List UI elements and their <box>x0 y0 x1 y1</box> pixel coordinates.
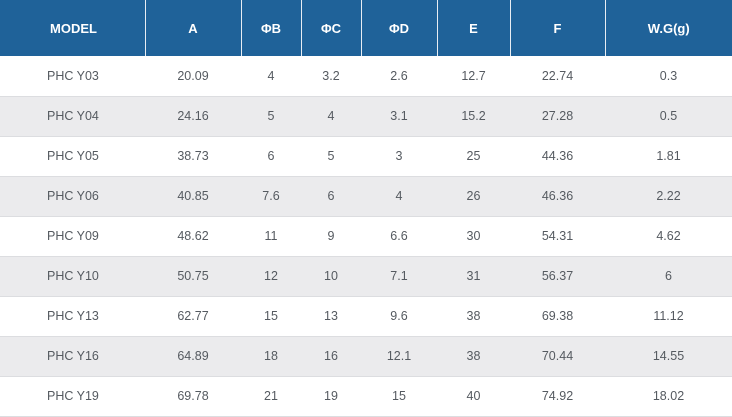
cell-phi-d: 3.1 <box>361 96 437 137</box>
cell-phi-d: 3 <box>361 136 437 177</box>
cell-model: PHC Y04 <box>0 96 145 137</box>
table-row: PHC Y06 40.85 7.6 6 4 26 46.36 2.22 <box>0 176 732 217</box>
header-e: E <box>436 0 510 56</box>
cell-a: 38.73 <box>145 136 241 177</box>
header-weight: W.G(g) <box>604 0 732 56</box>
cell-phi-b: 18 <box>241 336 301 377</box>
spec-table-body: PHC Y03 20.09 4 3.2 2.6 12.7 22.74 0.3 P… <box>0 56 732 417</box>
cell-weight: 0.3 <box>605 56 732 97</box>
cell-model: PHC Y19 <box>0 376 145 417</box>
header-phi-c: ΦC <box>300 0 361 56</box>
cell-f: 44.36 <box>510 136 605 177</box>
header-phi-b: ΦB <box>240 0 301 56</box>
cell-model: PHC Y05 <box>0 136 145 177</box>
cell-weight: 18.02 <box>605 376 732 417</box>
cell-e: 15.2 <box>437 96 510 137</box>
cell-model: PHC Y06 <box>0 176 145 217</box>
cell-phi-b: 11 <box>241 216 301 257</box>
cell-phi-b: 21 <box>241 376 301 417</box>
cell-weight: 14.55 <box>605 336 732 377</box>
cell-phi-c: 13 <box>301 296 361 337</box>
cell-phi-d: 2.6 <box>361 56 437 97</box>
table-row: PHC Y13 62.77 15 13 9.6 38 69.38 11.12 <box>0 296 732 337</box>
table-row: PHC Y04 24.16 5 4 3.1 15.2 27.28 0.5 <box>0 96 732 137</box>
cell-model: PHC Y10 <box>0 256 145 297</box>
header-row: MODEL A ΦB ΦC ΦD E F W.G(g) <box>0 0 732 56</box>
cell-weight: 0.5 <box>605 96 732 137</box>
cell-e: 30 <box>437 216 510 257</box>
cell-phi-d: 15 <box>361 376 437 417</box>
cell-e: 38 <box>437 336 510 377</box>
cell-weight: 1.81 <box>605 136 732 177</box>
cell-f: 74.92 <box>510 376 605 417</box>
cell-phi-d: 7.1 <box>361 256 437 297</box>
cell-phi-c: 9 <box>301 216 361 257</box>
cell-phi-c: 4 <box>301 96 361 137</box>
cell-phi-d: 12.1 <box>361 336 437 377</box>
cell-a: 50.75 <box>145 256 241 297</box>
spec-table-header: MODEL A ΦB ΦC ΦD E F W.G(g) <box>0 0 732 56</box>
cell-phi-c: 16 <box>301 336 361 377</box>
cell-e: 26 <box>437 176 510 217</box>
cell-weight: 2.22 <box>605 176 732 217</box>
cell-weight: 6 <box>605 256 732 297</box>
cell-weight: 4.62 <box>605 216 732 257</box>
cell-phi-b: 12 <box>241 256 301 297</box>
cell-model: PHC Y16 <box>0 336 145 377</box>
cell-f: 70.44 <box>510 336 605 377</box>
header-a: A <box>144 0 241 56</box>
cell-phi-c: 19 <box>301 376 361 417</box>
cell-f: 56.37 <box>510 256 605 297</box>
cell-model: PHC Y13 <box>0 296 145 337</box>
cell-phi-b: 6 <box>241 136 301 177</box>
cell-a: 24.16 <box>145 96 241 137</box>
cell-a: 20.09 <box>145 56 241 97</box>
cell-e: 38 <box>437 296 510 337</box>
cell-phi-d: 6.6 <box>361 216 437 257</box>
table-row: PHC Y16 64.89 18 16 12.1 38 70.44 14.55 <box>0 336 732 377</box>
cell-phi-b: 4 <box>241 56 301 97</box>
cell-weight: 11.12 <box>605 296 732 337</box>
cell-f: 27.28 <box>510 96 605 137</box>
header-phi-d: ΦD <box>360 0 437 56</box>
cell-a: 69.78 <box>145 376 241 417</box>
header-model: MODEL <box>0 0 145 56</box>
cell-phi-d: 9.6 <box>361 296 437 337</box>
cell-phi-c: 6 <box>301 176 361 217</box>
cell-e: 12.7 <box>437 56 510 97</box>
cell-e: 40 <box>437 376 510 417</box>
cell-e: 25 <box>437 136 510 177</box>
cell-e: 31 <box>437 256 510 297</box>
cell-model: PHC Y03 <box>0 56 145 97</box>
cell-phi-b: 7.6 <box>241 176 301 217</box>
table-row: PHC Y05 38.73 6 5 3 25 44.36 1.81 <box>0 136 732 177</box>
cell-a: 40.85 <box>145 176 241 217</box>
header-f: F <box>509 0 605 56</box>
cell-f: 22.74 <box>510 56 605 97</box>
cell-a: 48.62 <box>145 216 241 257</box>
cell-f: 54.31 <box>510 216 605 257</box>
table-row: PHC Y19 69.78 21 19 15 40 74.92 18.02 <box>0 376 732 417</box>
cell-model: PHC Y09 <box>0 216 145 257</box>
cell-phi-d: 4 <box>361 176 437 217</box>
cell-a: 64.89 <box>145 336 241 377</box>
table-row: PHC Y09 48.62 11 9 6.6 30 54.31 4.62 <box>0 216 732 257</box>
cell-phi-c: 3.2 <box>301 56 361 97</box>
cell-phi-c: 5 <box>301 136 361 177</box>
cell-phi-c: 10 <box>301 256 361 297</box>
cell-a: 62.77 <box>145 296 241 337</box>
cell-f: 46.36 <box>510 176 605 217</box>
table-row: PHC Y10 50.75 12 10 7.1 31 56.37 6 <box>0 256 732 297</box>
table-row: PHC Y03 20.09 4 3.2 2.6 12.7 22.74 0.3 <box>0 56 732 97</box>
cell-f: 69.38 <box>510 296 605 337</box>
cell-phi-b: 5 <box>241 96 301 137</box>
cell-phi-b: 15 <box>241 296 301 337</box>
